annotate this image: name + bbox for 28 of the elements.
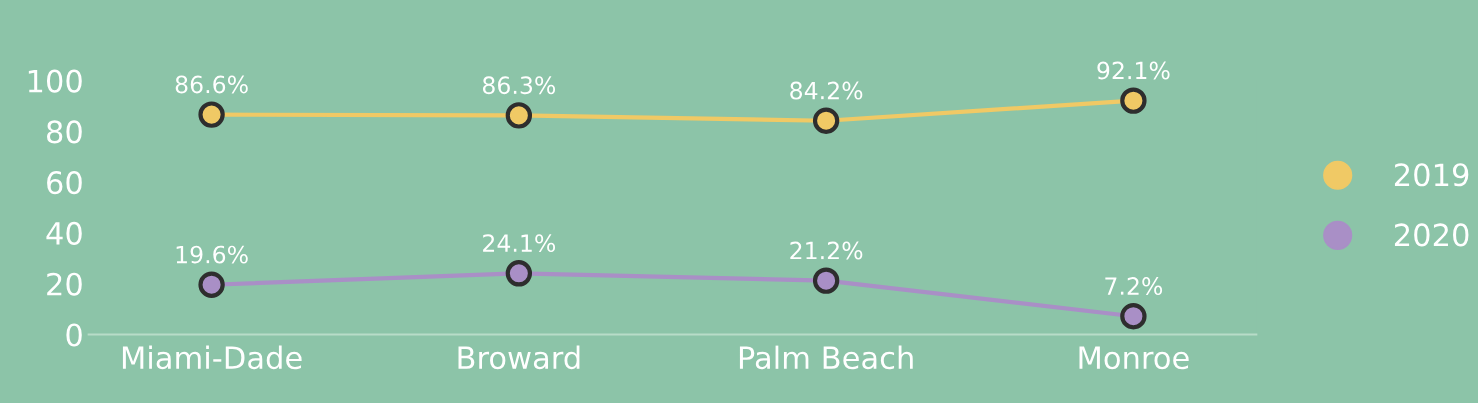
point (505, 260, 533, 287)
point (812, 107, 840, 134)
x-tick-label: Broward (458, 345, 580, 370)
legend-label: 2020 (1394, 223, 1469, 247)
point (505, 102, 533, 129)
data-label: 19.6% (176, 245, 248, 264)
legend-label: 2019 (1394, 163, 1469, 187)
y-tick-label: 60 (47, 171, 82, 195)
y-tick-label: 80 (47, 120, 82, 144)
point (1120, 87, 1147, 114)
x-tick-label: Miami-Dade (122, 345, 302, 370)
data-label: 21.2% (790, 241, 863, 260)
x-tick-label: Monroe (1079, 346, 1189, 370)
data-label: 86.3% (482, 76, 556, 95)
data-label: 92.1% (1097, 61, 1170, 80)
data-label: 7.2% (1105, 277, 1163, 295)
point (812, 267, 840, 294)
y-tick-label: 40 (46, 221, 82, 245)
y-tick-label: 0 (66, 323, 82, 347)
point (198, 271, 225, 298)
y-tick-label: 20 (47, 272, 82, 296)
data-label: 86.6% (175, 75, 248, 94)
point (198, 101, 225, 128)
point (1120, 303, 1147, 330)
data-label: 84.2% (790, 81, 863, 100)
x-tick-label: Palm Beach (739, 345, 913, 370)
data-label: 24.1% (483, 234, 556, 253)
y-tick-label: 100 (28, 69, 82, 93)
